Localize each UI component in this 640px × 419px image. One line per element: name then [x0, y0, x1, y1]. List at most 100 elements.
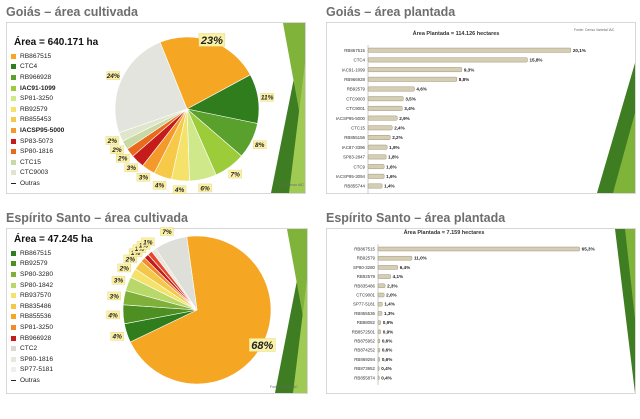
- pie-data-label-text: 1%: [139, 243, 149, 250]
- bar-value-label: 11,0%: [414, 256, 427, 261]
- bar: [367, 154, 387, 160]
- pie-data-label-text: 11%: [261, 95, 274, 102]
- bar: [367, 144, 388, 150]
- pie-data-label-text: 24%: [106, 73, 120, 80]
- pie-data-label-text: 8%: [255, 142, 265, 149]
- legend-label: RB855453: [20, 116, 52, 124]
- bar-category-label: RB855156: [344, 135, 365, 140]
- legend-swatch: [11, 324, 16, 330]
- bar: [377, 274, 391, 279]
- legend-label: Outras: [20, 179, 40, 187]
- legend-item: SP80-1816: [11, 354, 53, 365]
- bar-category-label: RB869294: [354, 357, 375, 362]
- pie-data-label: 3%: [107, 291, 121, 301]
- bar-value-label: 1,4%: [384, 302, 394, 307]
- es-plantada-bar-chart: Área Plantada = 7.159 hectares RB867515 65…: [352, 229, 595, 385]
- legend-item: CTC15: [11, 157, 64, 168]
- pie-data-label: 8%: [252, 140, 267, 149]
- bar-value-label: 1,4%: [384, 184, 394, 189]
- legend-label: RB867515: [20, 52, 52, 60]
- bar-value-label: 4,6%: [416, 87, 426, 92]
- bar-category-label: RB867515: [354, 247, 375, 252]
- bar: [377, 246, 580, 252]
- legend-item: SP81-3250: [11, 93, 64, 104]
- pie-data-label-box: [107, 291, 121, 301]
- pie-data-label: 3%: [136, 173, 151, 182]
- bar: [377, 283, 386, 288]
- pie-data-label: 68%: [249, 338, 276, 352]
- bar: [377, 338, 381, 344]
- pie-data-label-box: [111, 276, 126, 285]
- pie-data-label-text: 4%: [107, 312, 118, 319]
- bar-value-label: 8,8%: [459, 77, 469, 82]
- bar-category-label: RB873952: [354, 366, 375, 371]
- goias-cultivada-title: Goiás – área cultivada: [6, 5, 139, 19]
- pie-data-label-box: [117, 263, 131, 273]
- legend-swatch: [11, 96, 16, 102]
- pie-data-label-box: [110, 145, 124, 154]
- legend-item: RB966928: [11, 333, 53, 344]
- pie-data-label-box: [249, 338, 276, 352]
- bar: [367, 125, 393, 131]
- bar-category-label: RB966928: [344, 77, 365, 82]
- pie-data-label: 4%: [110, 332, 124, 341]
- es-cultivada-pie: 68%4%4%3%3%2%2%1%1%1%1%7%: [106, 227, 276, 385]
- goias-area-label: Área = 640.171 ha: [14, 37, 99, 48]
- pie-data-label-text: 7%: [162, 229, 172, 236]
- pie-data-label-box: [252, 140, 267, 149]
- legend-swatch: [11, 117, 16, 123]
- bar-category-label: CTC4: [354, 58, 366, 63]
- bar-value-label: 1,6%: [386, 174, 396, 179]
- goias-pie-source: Fonte: Censo IAC: [276, 183, 304, 187]
- pie-data-label: 6%: [198, 183, 212, 193]
- bar-chart-source: Fonte: Censo Varietal IAC: [574, 28, 615, 32]
- legend-swatch: [11, 182, 16, 184]
- legend-item: RB835486: [11, 301, 53, 312]
- pie-slice: [155, 236, 198, 311]
- bar: [377, 357, 381, 362]
- bar: [377, 366, 380, 371]
- legend-label: SP77-5181: [20, 366, 53, 374]
- legend-label: RB966928: [20, 334, 52, 342]
- bar-category-label: CTC9003: [346, 96, 365, 101]
- bar: [377, 256, 413, 261]
- legend-item: RB966928: [11, 72, 64, 83]
- bar-value-label: 2,4%: [394, 126, 404, 131]
- pie-data-label-box: [198, 183, 212, 193]
- bar-category-label: RB855744: [344, 184, 365, 189]
- legend-label: RB867515: [20, 249, 52, 257]
- legend-swatch: [11, 138, 16, 144]
- bar: [367, 173, 385, 179]
- goias-legend: RB867515 CTC4 RB966928 IAC91-1099 SP81-3250 R…: [11, 51, 64, 189]
- bar-value-label: 0,6%: [382, 339, 392, 344]
- pie-data-label-text: 4%: [112, 334, 123, 341]
- legend-item: CTC2: [11, 343, 53, 354]
- bar: [367, 115, 398, 121]
- pie-data-label-text: 4%: [154, 183, 165, 190]
- legend-label: SP80-1816: [20, 148, 53, 156]
- pie-data-label-text: 2%: [125, 256, 136, 263]
- legend-swatch: [11, 346, 16, 352]
- bar: [377, 320, 381, 325]
- bar: [377, 347, 381, 353]
- bar: [377, 265, 398, 270]
- es-plantada-title: Espírito Santo – área plantada: [326, 211, 506, 225]
- legend-item: SP77-5181: [11, 365, 53, 376]
- pie-data-label: 4%: [106, 310, 120, 319]
- bar-category-label: SP83-2847: [343, 155, 366, 160]
- bar-value-label: 2,2%: [392, 135, 402, 140]
- bar-chart-title: Área Plantada = 114.126 hectares: [413, 30, 500, 37]
- bar-value-label: 0,4%: [381, 366, 391, 371]
- legend-swatch: [11, 250, 16, 256]
- pie-data-label-text: 68%: [251, 340, 273, 352]
- legend-swatch: [11, 64, 16, 70]
- bar-category-label: RB8572501: [352, 329, 376, 334]
- legend-swatch: [11, 271, 16, 277]
- legend-swatch: [11, 314, 16, 320]
- legend-swatch: [11, 53, 16, 59]
- legend-item: SP80-1816: [11, 146, 64, 157]
- bar: [367, 57, 528, 63]
- legend-item: SP83-5073: [11, 136, 64, 147]
- bar: [367, 105, 403, 111]
- legend-swatch: [11, 170, 16, 176]
